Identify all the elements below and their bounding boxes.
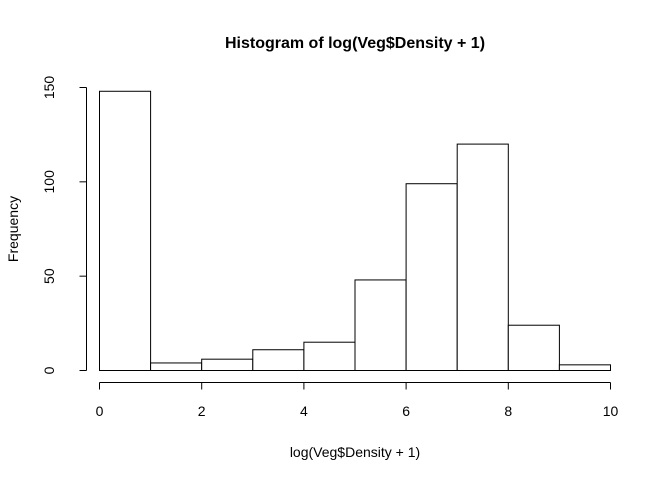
x-axis: 0 2 4 6 8 10	[96, 382, 619, 419]
x-tick-label-1: 2	[198, 403, 206, 419]
y-tick-label-1: 50	[41, 268, 57, 284]
histogram-bar-4	[303, 341, 356, 372]
histogram-bar-8	[507, 324, 560, 371]
y-tick-label-3: 150	[41, 76, 57, 100]
histogram-bar-0	[99, 90, 152, 371]
y-tick-label-0: 0	[41, 366, 57, 374]
histogram-bar-9	[558, 364, 612, 371]
y-tick-label-2: 100	[41, 170, 57, 194]
chart-title: Histogram of log(Veg$Density + 1)	[225, 35, 485, 52]
bars-group	[99, 90, 612, 372]
x-tick-label-5: 10	[603, 403, 619, 419]
x-tick-label-0: 0	[96, 403, 104, 419]
histogram-bar-5	[354, 279, 407, 371]
x-tick-label-4: 8	[504, 403, 512, 419]
histogram-bar-1	[150, 362, 203, 372]
x-tick-label-3: 6	[402, 403, 410, 419]
y-axis: 0 50 100 150	[41, 76, 87, 374]
histogram-bar-6	[405, 183, 458, 371]
x-axis-label: log(Veg$Density + 1)	[290, 444, 420, 460]
histogram-bar-3	[252, 349, 305, 372]
x-tick-label-2: 4	[300, 403, 308, 419]
y-axis-label: Frequency	[5, 196, 21, 262]
histogram-bar-2	[201, 358, 254, 371]
histogram-bar-7	[456, 143, 509, 371]
